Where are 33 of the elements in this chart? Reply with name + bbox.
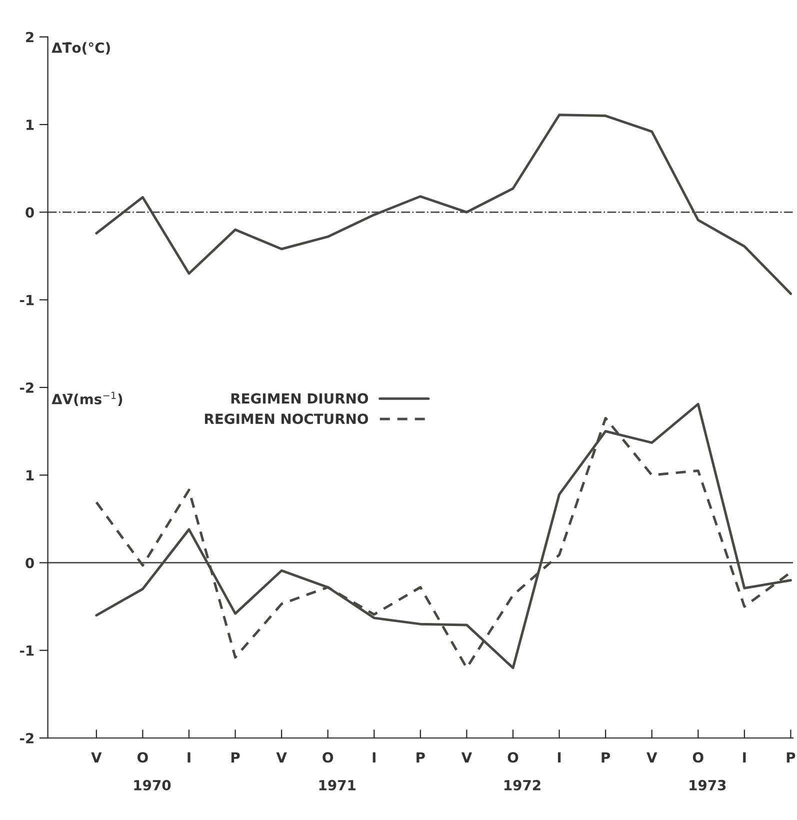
text: 1970 <box>134 780 171 790</box>
x-tick-label: I <box>188 752 190 762</box>
legend-label: REGIMEN DIURNO <box>231 393 368 404</box>
x-tick-label: O <box>692 752 704 763</box>
legend-label: REGIMEN NOCTURNO <box>204 414 368 424</box>
y-tick-label: 0 <box>26 207 34 218</box>
x-tick-label: V <box>461 752 472 762</box>
y-tick-label: -1 <box>20 646 34 656</box>
x-tick-label: O <box>322 752 334 763</box>
x-tick-label: I <box>743 752 746 762</box>
x-tick-label: O <box>137 752 148 763</box>
y-tick-label: 1 <box>26 470 34 480</box>
x-tick-label: P <box>231 752 240 762</box>
text: 1973 <box>690 780 726 790</box>
y-tick-label: -2 <box>20 382 34 393</box>
x-tick-label: P <box>602 752 610 762</box>
y-tick-label: -1 <box>20 294 34 306</box>
x-tick-label: I <box>558 752 561 762</box>
y-axis-title: ΔV̄(ms$^{−1}$) <box>52 392 122 406</box>
x-tick-label: O <box>508 752 518 763</box>
y-tick-label: 2 <box>26 32 34 42</box>
x-tick-label: P <box>416 752 425 762</box>
x-tick-label: P <box>786 752 796 762</box>
y-tick-label: -2 <box>20 732 34 744</box>
x-tick-label: V <box>91 752 102 762</box>
x-tick-label: I <box>372 752 376 762</box>
y-tick-label: 1 <box>26 120 34 130</box>
text: 1972 <box>504 780 540 790</box>
y-tick-label: 0 <box>26 558 34 568</box>
text: 1971 <box>319 780 356 790</box>
x-tick-label: V <box>276 752 287 762</box>
y-axis-title: ΔT̄o(°C) <box>52 42 110 55</box>
x-tick-label: V <box>646 752 658 762</box>
